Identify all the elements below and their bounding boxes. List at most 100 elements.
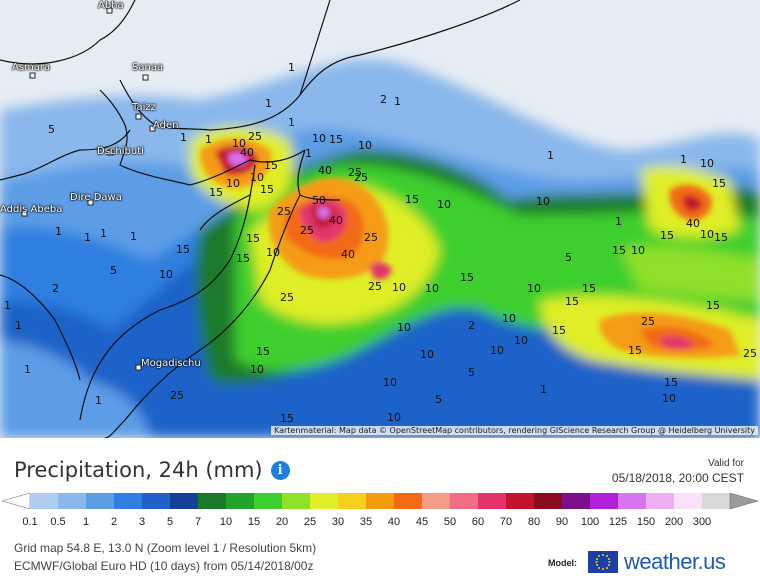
legend-arrow-left xyxy=(1,492,31,510)
contour-label: 10 xyxy=(631,244,645,257)
legend-swatch xyxy=(86,493,115,509)
brand-logo[interactable]: weather.us xyxy=(588,549,726,575)
contour-label: 10 xyxy=(397,321,411,334)
contour-label: 15 xyxy=(460,271,474,284)
legend-tick-label: 100 xyxy=(580,516,600,528)
contour-label: 15 xyxy=(552,324,566,337)
contour-label: 10 xyxy=(420,348,434,361)
contour-label: 15 xyxy=(209,186,223,199)
legend-tick-label: 7 xyxy=(194,516,202,528)
contour-label: 25 xyxy=(743,347,757,360)
map-attribution[interactable]: Kartenmaterial: Map data © OpenStreetMap… xyxy=(270,426,758,435)
contour-label: 1 xyxy=(288,116,295,129)
info-icon[interactable]: i xyxy=(270,460,290,480)
contour-label: 15 xyxy=(236,252,250,265)
legend-swatch xyxy=(114,493,143,509)
contour-label: 15 xyxy=(260,183,274,196)
legend-tick-label: 150 xyxy=(636,516,656,528)
legend-tick-label: 300 xyxy=(692,516,712,528)
contour-label: 40 xyxy=(240,146,254,159)
legend-tick-label: 45 xyxy=(415,516,429,528)
color-legend xyxy=(1,492,759,510)
model-info: ECMWF/Global Euro HD (10 days) from 05/1… xyxy=(14,559,314,573)
contour-label: 1 xyxy=(680,153,687,166)
contour-label: 25 xyxy=(248,130,262,143)
contour-label: 10 xyxy=(536,195,550,208)
legend-swatch xyxy=(226,493,255,509)
contour-label: 15 xyxy=(246,232,260,245)
contour-label: 1 xyxy=(4,299,11,312)
contour-label: 1 xyxy=(55,225,62,238)
legend-tick-label: 25 xyxy=(303,516,317,528)
contour-label: 2 xyxy=(380,93,387,106)
legend-tick-label: 1 xyxy=(82,516,90,528)
contour-label: 15 xyxy=(256,345,270,358)
contour-label: 15 xyxy=(582,282,596,295)
contour-label: 15 xyxy=(264,159,278,172)
city-label-sanaa: Sanaa xyxy=(132,62,164,73)
legend-tick-label: 70 xyxy=(499,516,513,528)
contour-label: 1 xyxy=(15,319,22,332)
legend-tick-label: 60 xyxy=(471,516,485,528)
contour-label: 5 xyxy=(565,251,572,264)
contour-label: 25 xyxy=(277,205,291,218)
contour-label: 10 xyxy=(700,157,714,170)
legend-swatch xyxy=(646,493,675,509)
city-label-aden: Aden xyxy=(153,120,179,131)
legend-tick-label: 5 xyxy=(166,516,174,528)
contour-label: 15 xyxy=(628,344,642,357)
contour-label: 5 xyxy=(110,264,117,277)
legend-swatch xyxy=(674,493,703,509)
contour-label: 1 xyxy=(547,149,554,162)
legend-ticks: 0.1 0.5 1 2 3 5 7 10 15 20 25 30 35 40 45 50 60 70 80 90 100… xyxy=(0,516,760,530)
legend-tick-label: 3 xyxy=(138,516,146,528)
legend-swatch xyxy=(534,493,563,509)
contour-label: 15 xyxy=(612,244,626,257)
legend-swatch xyxy=(562,493,591,509)
legend-tick-label: 10 xyxy=(219,516,233,528)
legend-tick-label: 125 xyxy=(608,516,628,528)
contour-label: 10 xyxy=(662,392,676,405)
contour-label: 1 xyxy=(288,61,295,74)
contour-label: 10 xyxy=(312,132,326,145)
contour-label: 15 xyxy=(405,193,419,206)
legend-tick-label: 90 xyxy=(555,516,569,528)
legend-swatch xyxy=(702,493,731,509)
legend-tick-label: 0.1 xyxy=(22,516,38,528)
legend-tick-label: 35 xyxy=(359,516,373,528)
legend-swatch xyxy=(142,493,171,509)
precipitation-map[interactable]: Abha Asmara Sanaa Taizz Aden Dschibuti D… xyxy=(0,0,760,438)
contour-label: 10 xyxy=(700,228,714,241)
legend-swatch xyxy=(198,493,227,509)
legend-swatch xyxy=(282,493,311,509)
contour-label: 25 xyxy=(348,166,362,179)
contour-label: 1 xyxy=(130,230,137,243)
contour-label: 40 xyxy=(329,214,343,227)
contour-label: 5 xyxy=(468,366,475,379)
contour-label: 10 xyxy=(387,411,401,424)
contour-label: 1 xyxy=(95,394,102,407)
contour-label: 15 xyxy=(660,229,674,242)
contour-label: 25 xyxy=(300,224,314,237)
contour-label: 15 xyxy=(664,376,678,389)
contour-label: 10 xyxy=(383,376,397,389)
legend-tick-label: 50 xyxy=(443,516,457,528)
legend-swatch xyxy=(254,493,283,509)
contour-label: 5 xyxy=(48,123,55,136)
contour-label: 10 xyxy=(250,171,264,184)
contour-label: 15 xyxy=(712,177,726,190)
contour-label: 25 xyxy=(354,171,368,184)
contour-label: 25 xyxy=(641,315,655,328)
map-title: Precipitation, 24h (mm) xyxy=(14,458,263,482)
city-label-dschibuti: Dschibuti xyxy=(97,146,144,157)
legend-swatch xyxy=(310,493,339,509)
legend-swatch xyxy=(30,493,59,509)
legend-swatch xyxy=(450,493,479,509)
eu-flag-icon xyxy=(588,551,618,573)
contour-label: 15 xyxy=(280,412,294,425)
contour-label: 2 xyxy=(52,282,59,295)
contour-label: 1 xyxy=(205,133,212,146)
city-label-asmara: Asmara xyxy=(12,62,51,73)
valid-datetime: 05/18/2018, 20:00 CEST xyxy=(611,471,744,485)
city-label-mogadischu: Mogadischu xyxy=(141,358,201,369)
